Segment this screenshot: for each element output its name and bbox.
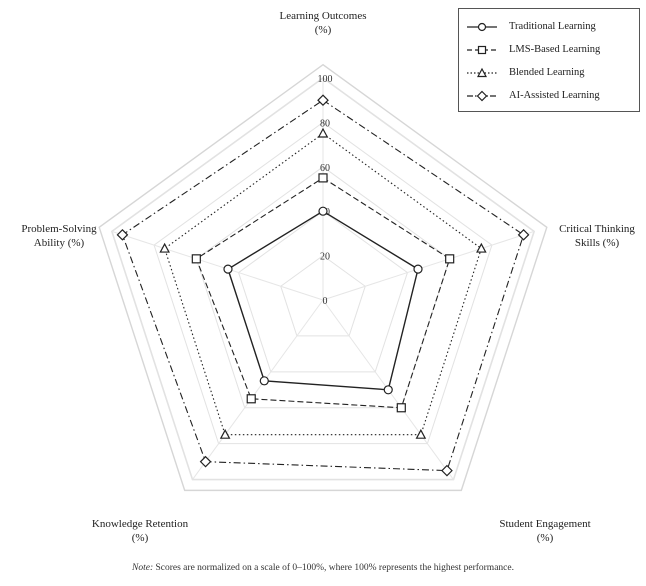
axis-label-line: Critical Thinking <box>559 223 635 235</box>
figure-note: Note: Scores are normalized on a scale o… <box>0 563 646 573</box>
legend-label: AI-Assisted Learning <box>509 90 600 101</box>
series-line <box>227 210 419 391</box>
legend-label: LMS-Based Learning <box>509 44 601 55</box>
grid-ring <box>237 210 409 373</box>
legend-item-traditional: Traditional Learning <box>465 15 633 38</box>
r-tick-label: 0 <box>323 296 328 307</box>
legend-swatch <box>467 45 497 54</box>
r-tick-label: 100 <box>318 74 333 85</box>
r-tick-label: 80 <box>320 118 330 129</box>
grid-ring <box>153 121 493 445</box>
r-tick-label: 60 <box>320 163 330 174</box>
grid-ring <box>280 254 366 337</box>
legend-label: Blended Learning <box>509 67 585 78</box>
axis-label-critical-thinking: Critical Thinking Skills (%) <box>548 222 646 250</box>
legend: Traditional Learning LMS-Based Learning … <box>458 8 640 112</box>
data-point-diamond <box>199 455 212 468</box>
data-point-triangle <box>317 127 329 138</box>
legend-item-lms: LMS-Based Learning <box>465 38 633 61</box>
data-point-triangle <box>219 428 231 439</box>
legend-label: Traditional Learning <box>509 21 596 32</box>
axis-label-line: Skills (%) <box>574 237 620 249</box>
axis-spoke <box>111 230 324 301</box>
legend-swatch <box>467 90 497 101</box>
data-point-square <box>445 254 455 264</box>
data-point-diamond <box>116 228 129 241</box>
data-point-circle <box>223 264 233 274</box>
data-point-triangle <box>476 242 487 253</box>
series-line <box>121 99 525 472</box>
legend-swatch <box>467 67 497 77</box>
data-point-square <box>396 403 406 413</box>
note-text: Scores are normalized on a scale of 0–10… <box>153 563 514 573</box>
data-point-diamond <box>517 228 530 241</box>
data-point-square <box>191 254 201 264</box>
plot-frame <box>98 63 548 492</box>
data-point-square <box>318 173 328 183</box>
grid-ring <box>195 166 451 409</box>
axis-label-student-engagement: Student Engagement (%) <box>480 517 610 545</box>
data-point-square <box>246 394 256 404</box>
axis-label-line: Learning Outcomes <box>279 10 367 22</box>
data-point-circle <box>413 264 423 274</box>
axis-spoke <box>192 299 324 480</box>
grid-ring <box>110 77 536 481</box>
axis-label-line: Ability (%) <box>33 237 85 249</box>
data-point-triangle <box>159 242 170 253</box>
axis-label-line: Problem-Solving <box>21 223 97 235</box>
axis-spoke <box>322 230 535 301</box>
series-line <box>195 177 451 409</box>
data-point-diamond <box>441 464 453 477</box>
axis-label-line: (%) <box>314 24 332 36</box>
data-point-circle <box>383 385 393 395</box>
r-tick-label: 20 <box>320 252 330 263</box>
axis-label-problem-solving: Problem-Solving Ability (%) <box>4 222 114 250</box>
note-prefix: Note: <box>132 563 154 573</box>
axis-label-line: Knowledge Retention <box>91 518 189 530</box>
axis-label-line: (%) <box>536 532 554 544</box>
axis-label-learning-outcomes: Learning Outcomes (%) <box>253 9 393 37</box>
data-point-circle <box>259 376 269 386</box>
legend-item-blended: Blended Learning <box>465 61 633 84</box>
data-point-triangle <box>415 428 427 439</box>
legend-swatch <box>467 22 497 31</box>
series-line <box>164 132 482 436</box>
data-point-circle <box>318 206 328 216</box>
axis-label-line: Student Engagement <box>499 518 591 530</box>
legend-item-ai: AI-Assisted Learning <box>465 84 633 107</box>
axis-label-knowledge-retention: Knowledge Retention (%) <box>70 517 210 545</box>
data-point-diamond <box>317 94 329 107</box>
axis-label-line: (%) <box>131 532 149 544</box>
